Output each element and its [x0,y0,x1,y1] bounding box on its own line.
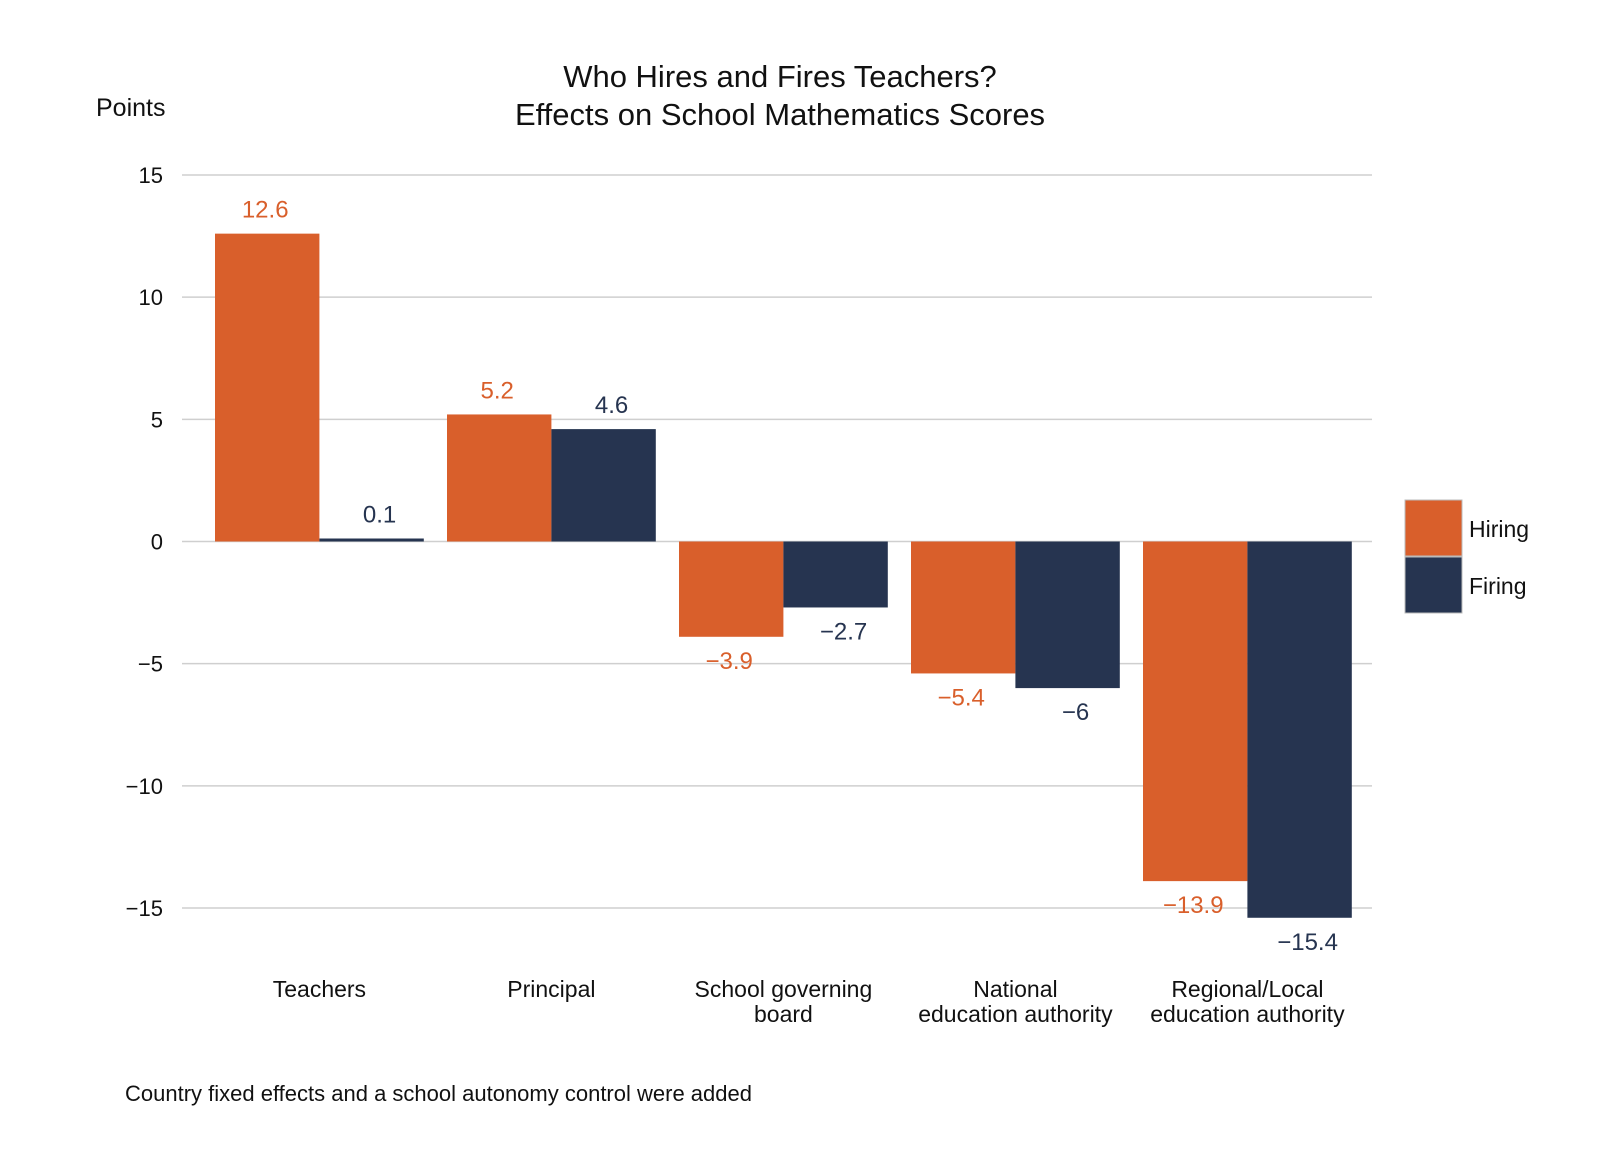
legend-swatch-hiring [1404,499,1463,557]
chart-title: Who Hires and Fires Teachers? Effects on… [515,59,1045,132]
data-label-hiring: −13.9 [1163,892,1224,919]
legend-label-hiring: Hiring [1469,516,1529,542]
category-label: Regional/Local [1171,976,1323,1002]
y-tick-label: −10 [126,774,163,799]
category-label: board [754,1001,813,1027]
y-tick-label: 0 [151,530,163,555]
legend-swatch-firing [1404,556,1463,614]
data-label-firing: 0.1 [363,502,396,529]
data-label-hiring: 5.2 [481,377,514,404]
bar-firing [319,538,424,542]
y-tick-label: 5 [151,407,163,432]
legend: Hiring Firing [1404,499,1529,614]
bars [215,233,1352,918]
bar-hiring [1143,541,1248,882]
bar-firing [551,429,656,542]
category-label: National [973,976,1057,1002]
category-label: Principal [507,976,595,1002]
data-labels: 12.6 0.1 5.2 4.6 −3.9 −2.7 −5.4 −6 −13.9 −15.4 [242,197,1338,956]
legend-label-firing: Firing [1469,573,1527,599]
bar-firing [1015,541,1120,689]
chart-title-line-2: Effects on School Mathematics Scores [515,97,1045,132]
bar-firing [783,541,888,608]
y-axis-ticks: 15 10 5 0 −5 −10 −15 [126,163,163,921]
data-label-firing: −15.4 [1277,929,1338,956]
category-label: education authority [918,1001,1113,1027]
y-tick-label: 15 [139,163,163,188]
y-tick-label: −5 [138,652,163,677]
data-label-hiring: −3.9 [706,648,753,675]
bar-hiring [215,233,320,542]
y-axis-label: Points [96,94,165,122]
bar-firing [1247,541,1352,918]
y-tick-label: 10 [139,285,163,310]
bar-hiring [911,541,1016,674]
category-label: School governing [695,976,873,1002]
category-label: education authority [1150,1001,1345,1027]
footnote: Country fixed effects and a school auton… [125,1081,752,1106]
data-label-firing: −2.7 [820,618,867,645]
data-label-firing: 4.6 [595,392,628,419]
data-label-firing: −6 [1062,699,1089,726]
bar-hiring [679,541,784,637]
chart-title-line-1: Who Hires and Fires Teachers? [563,59,997,94]
data-label-hiring: 12.6 [242,197,289,224]
bar-hiring [447,414,552,542]
y-tick-label: −15 [126,896,163,921]
category-label: Teachers [273,976,366,1002]
data-label-hiring: −5.4 [938,684,985,711]
